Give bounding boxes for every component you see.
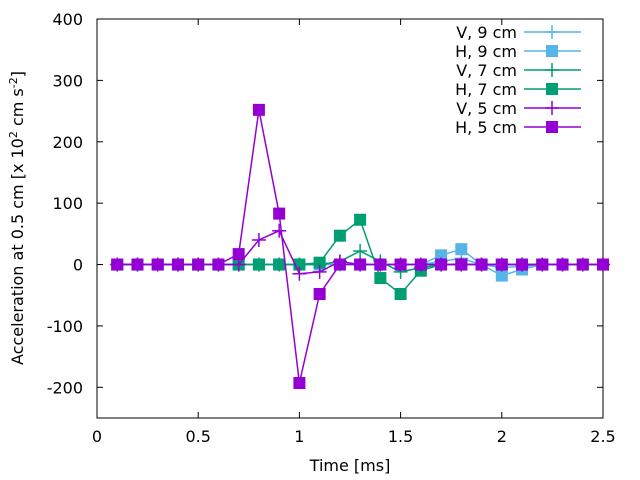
data-point (251, 232, 266, 247)
data-point (455, 258, 468, 271)
y-tick-label: 400 (52, 10, 83, 29)
data-point (394, 288, 407, 301)
data-point (151, 258, 164, 271)
x-tick-label: 0.5 (185, 427, 210, 446)
legend-label: H, 9 cm (455, 42, 517, 61)
data-point (495, 269, 508, 282)
data-point (597, 258, 609, 271)
legend-entry: H, 9 cm (455, 42, 581, 61)
legend-marker (546, 121, 558, 133)
data-point (252, 258, 265, 271)
data-point (273, 207, 286, 220)
legend-marker (545, 63, 559, 77)
legend-label: H, 5 cm (455, 118, 517, 137)
data-point (576, 258, 589, 271)
x-tick-label: 2.5 (590, 427, 615, 446)
data-point (354, 213, 367, 226)
data-point (171, 258, 184, 271)
legend-label: V, 5 cm (456, 99, 517, 118)
data-point (435, 249, 448, 262)
legend-entry: H, 5 cm (455, 118, 581, 137)
legend-marker (545, 101, 559, 115)
legend-entry: V, 5 cm (456, 99, 581, 118)
data-point (313, 288, 326, 301)
x-axis-label: Time [ms] (309, 456, 391, 475)
data-point (374, 272, 387, 285)
data-point (232, 248, 245, 261)
data-point (272, 223, 287, 238)
data-point (495, 258, 508, 271)
legend-marker (545, 25, 559, 39)
axis-ticks: 0 0.5 1 1.5 2 2.5 -200 -100 0 100 200 300 400 (47, 10, 616, 446)
data-point (556, 258, 569, 271)
data-point (414, 258, 427, 271)
data-point (273, 258, 286, 271)
y-tick-label: 300 (52, 71, 83, 90)
legend: V, 9 cmH, 9 cmV, 7 cmH, 7 cmV, 5 cmH, 5 … (455, 23, 581, 137)
data-point (354, 258, 367, 271)
data-point (394, 258, 407, 271)
y-tick-label: 100 (52, 194, 83, 213)
data-point (536, 258, 549, 271)
data-point (293, 377, 306, 390)
x-tick-label: 0 (92, 427, 102, 446)
y-axis-label: Acceleration at 0.5 cm [x 102 cm s-2] (7, 71, 27, 365)
x-tick-label: 2 (497, 427, 507, 446)
y-tick-label: -100 (47, 317, 83, 336)
legend-label: H, 7 cm (455, 80, 517, 99)
data-point (212, 258, 225, 271)
y-tick-label: 0 (73, 256, 83, 275)
data-point (455, 243, 468, 256)
data-point (516, 258, 529, 271)
x-tick-label: 1.5 (388, 427, 413, 446)
plot-area-border (96, 18, 604, 419)
data-point (435, 258, 448, 271)
y-tick-label: 200 (52, 133, 83, 152)
data-point (313, 256, 326, 269)
legend-entry: H, 7 cm (455, 80, 581, 99)
data-point (374, 258, 387, 271)
data-point (312, 264, 327, 279)
legend-entry: V, 9 cm (456, 23, 581, 42)
data-point (131, 258, 144, 271)
data-point (333, 229, 346, 242)
x-tick-label: 1 (294, 427, 304, 446)
legend-marker (546, 45, 558, 57)
data-point (475, 258, 488, 271)
series-layer (110, 103, 610, 390)
legend-label: V, 9 cm (456, 23, 517, 42)
data-point (111, 258, 124, 271)
y-tick-label: -200 (47, 378, 83, 397)
data-point (292, 266, 307, 281)
data-point (192, 258, 205, 271)
data-point (252, 103, 265, 116)
legend-entry: V, 7 cm (456, 61, 581, 80)
legend-label: V, 7 cm (456, 61, 517, 80)
legend-marker (546, 83, 558, 95)
data-point (333, 258, 346, 271)
series-h-5-cm (111, 103, 609, 390)
data-point (353, 244, 368, 259)
